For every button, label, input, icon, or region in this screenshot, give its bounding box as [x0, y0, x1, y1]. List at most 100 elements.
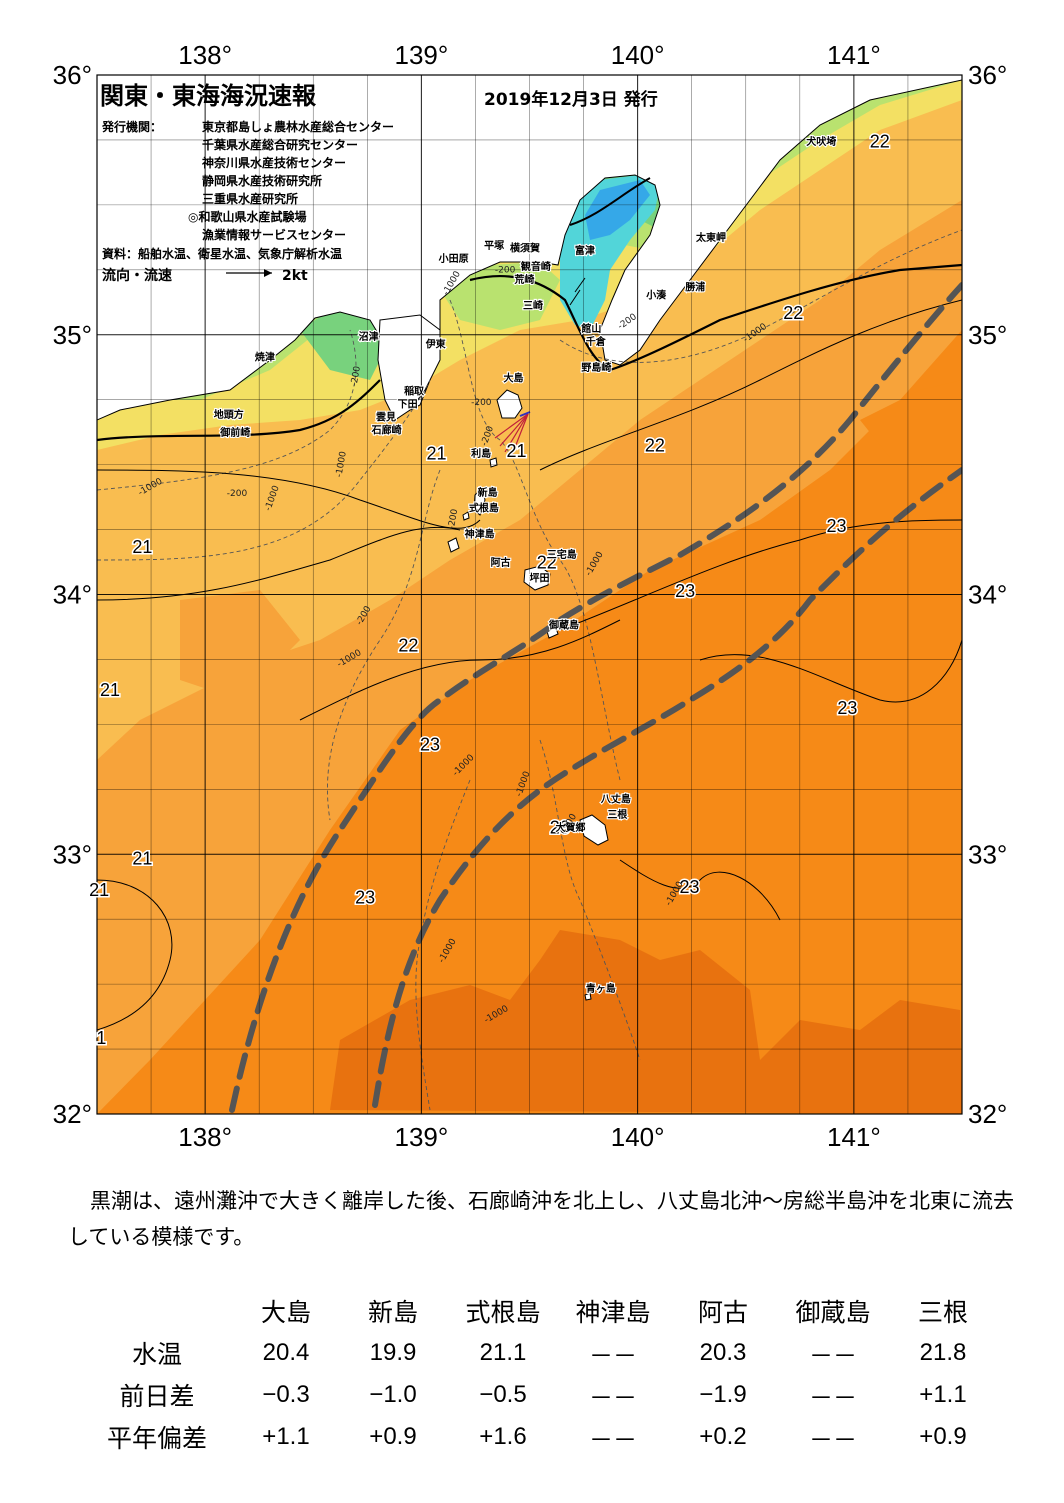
flow-scale-value: 2kt: [282, 268, 308, 284]
table-cell: −1.0: [369, 1381, 417, 1408]
depth-label: -200: [227, 489, 248, 499]
place-name: 三根: [607, 808, 627, 821]
table-cell: −1.9: [699, 1381, 747, 1408]
table-row: 前日差 −0.3 −1.0 −0.5 －－ −1.9 －－ +1.1: [80, 1374, 998, 1416]
table-cell: －－: [589, 1342, 637, 1370]
lat-label-right: 33°: [968, 839, 1007, 869]
place-name: 三崎: [523, 299, 543, 312]
isotherm-label: 22: [783, 303, 803, 323]
place-name: 青ヶ島: [586, 982, 616, 995]
place-name: 焼津: [255, 351, 275, 364]
station-header: 式根島: [465, 1298, 541, 1327]
publisher-7: 漁業情報サービスセンター: [202, 227, 346, 242]
isotherm-label: 22: [398, 636, 418, 656]
sea-temperature-map: 関東・東海海況速報 2019年12月3日 発行 発行機関： 東京都島しょ農林水産…: [53, 40, 1008, 1152]
sea-warm-eddy-2: [180, 590, 300, 700]
kuroshio-axis-north: [229, 282, 962, 1113]
place-name: 横須賀: [510, 242, 540, 255]
table-cell: +1.1: [262, 1423, 310, 1450]
isotherm-label: 21: [100, 680, 120, 700]
issue-date: 2019年12月3日 発行: [484, 89, 658, 110]
lat-label-left: 36°: [53, 60, 92, 90]
place-name: 八丈島: [600, 792, 631, 805]
map-frame: [96, 74, 963, 1115]
sea-warm-core: [330, 930, 962, 1114]
isotherm-label: 22: [537, 553, 557, 573]
niijima-island: [473, 487, 486, 516]
map-header: 関東・東海海況速報 2019年12月3日 発行 発行機関： 東京都島しょ農林水産…: [100, 82, 658, 284]
station-header: 三根: [917, 1298, 968, 1327]
table-cell: －－: [809, 1384, 857, 1412]
thermal-front: [97, 263, 962, 442]
lat-label-left: 34°: [53, 580, 92, 610]
depth-label: -200: [447, 508, 460, 530]
place-name: 新島: [478, 486, 498, 499]
lat-label-right: 36°: [968, 60, 1007, 90]
flow-legend-label: 流向・流速: [102, 267, 172, 284]
lon-label-bottom: 140°: [611, 1122, 665, 1152]
table-cell: －－: [589, 1384, 637, 1412]
isotherm-label: 21: [507, 441, 527, 461]
table-cell: 21.8: [919, 1339, 967, 1366]
isotherm-label: 23: [675, 581, 695, 601]
lon-label-top: 141°: [827, 40, 881, 70]
publisher-4: 静岡県水産技術研究所: [202, 173, 322, 188]
place-name: 大賀郷: [555, 821, 585, 834]
isotherm-label: 23: [827, 516, 847, 536]
oshima-island: [496, 389, 523, 419]
place-name: 小湊: [645, 288, 667, 301]
isotherm-label: 23: [550, 817, 570, 837]
place-name: 野島崎: [581, 361, 611, 374]
place-name: 千倉: [586, 335, 607, 348]
table-cell: 19.9: [369, 1339, 417, 1366]
table-cell: －－: [589, 1426, 637, 1454]
station-header: 大島: [260, 1298, 311, 1327]
aogashima-island: [584, 992, 592, 1001]
place-name: 式根島: [469, 501, 499, 514]
depth-label: -200: [350, 365, 363, 387]
table-cell: +1.1: [919, 1381, 967, 1408]
depth-label: -200: [495, 265, 516, 275]
isotherm-label: 22: [645, 436, 665, 456]
lat-lon-grid: [97, 75, 962, 1114]
lon-label-top: 138°: [178, 40, 232, 70]
publisher-6: ◎和歌山県水産試験場: [188, 209, 306, 224]
depth-label: -1000: [334, 450, 348, 478]
isotherm-label: 21: [132, 537, 152, 557]
isotherm-label: 21: [89, 880, 109, 900]
table-row: 平年偏差 +1.1 +0.9 +1.6 －－ +0.2 －－ +0.9: [80, 1416, 998, 1458]
izu-peninsula: [377, 314, 441, 421]
place-name: 御蔵島: [548, 618, 579, 631]
isotherm-label: 23: [420, 734, 440, 754]
place-name: 神津島: [465, 527, 495, 540]
tokyo-bay-inner: [585, 180, 650, 240]
lat-label-left: 35°: [53, 320, 92, 350]
table-cell: +0.2: [699, 1423, 747, 1450]
map-title: 関東・東海海況速報: [100, 82, 317, 110]
current-vector-blue: [519, 411, 531, 417]
lat-label-right: 35°: [968, 320, 1007, 350]
station-header: 神津島: [575, 1298, 651, 1327]
isotherm-label: 21: [426, 443, 446, 463]
lat-label-left: 32°: [53, 1099, 92, 1129]
bay-front: [569, 177, 651, 226]
axis-labels: 138° 138° 139° 139° 140° 140° 141° 141° 36° 36° 35…: [53, 40, 1008, 1152]
current-vectors: [494, 413, 529, 456]
station-header: 新島: [367, 1298, 418, 1327]
miyakejima-island: [523, 565, 551, 591]
table-cell: −0.3: [262, 1381, 310, 1408]
publisher-5: 三重県水産研究所: [202, 191, 298, 206]
isotherm-labels: 22 22 22 21 21 21 22 23 23 22 21 23 23 23 21 21 23 23 1: [88, 130, 892, 1049]
lat-label-right: 34°: [968, 580, 1007, 610]
place-name: 館山: [580, 322, 601, 335]
isotherm-label: 21: [132, 849, 152, 869]
isotherm-label: 23: [680, 877, 700, 897]
table-corner: [80, 1290, 234, 1332]
place-name: 下田: [398, 398, 418, 410]
place-name: 太東岬: [695, 231, 726, 244]
place-name: 沼津: [359, 330, 379, 343]
isotherm-label: 23: [837, 698, 857, 718]
place-name: 大島: [504, 372, 524, 385]
place-name: 荒崎: [513, 273, 534, 286]
place-name: 坪田: [530, 572, 550, 585]
